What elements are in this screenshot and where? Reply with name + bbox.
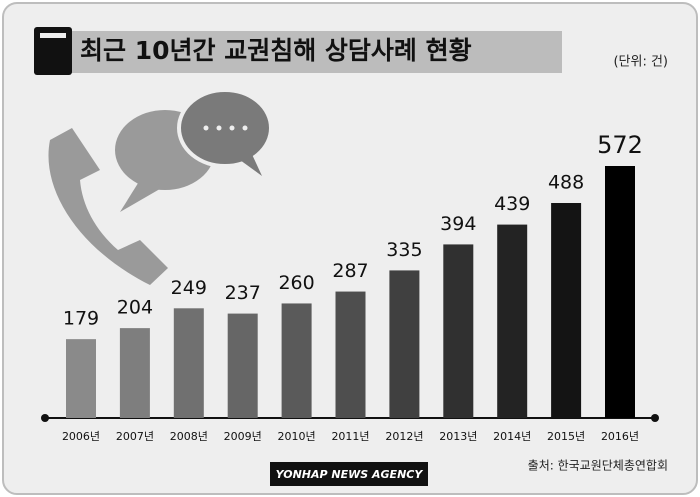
value-label: 260 xyxy=(278,272,314,294)
bar xyxy=(66,339,96,418)
credit-box xyxy=(270,462,428,486)
value-label: 287 xyxy=(332,260,368,282)
value-label: 237 xyxy=(225,282,261,304)
chart-title: 최근 10년간 교권침해 상담사례 현황 xyxy=(80,36,472,65)
book-icon xyxy=(34,27,72,75)
bar xyxy=(173,308,204,418)
x-tick-label: 2015년 xyxy=(547,430,585,443)
speech-bubble xyxy=(177,88,273,168)
value-label: 179 xyxy=(63,308,99,330)
value-label: 204 xyxy=(117,297,153,319)
illustration xyxy=(48,88,273,285)
x-tick-label: 2013년 xyxy=(439,430,477,443)
bar xyxy=(443,244,474,418)
bar xyxy=(227,313,258,418)
unit-label: (단위: 건) xyxy=(613,55,668,70)
value-label: 335 xyxy=(386,239,422,261)
phone-icon xyxy=(48,128,169,285)
value-label: 572 xyxy=(597,131,643,159)
bar xyxy=(389,270,420,418)
value-label: 249 xyxy=(171,277,207,299)
speech-bubble-tail xyxy=(240,150,262,176)
baseline-end xyxy=(651,414,659,422)
x-tick-label: 2007년 xyxy=(116,430,154,443)
x-tick-label: 2008년 xyxy=(170,430,208,443)
bubble-dots xyxy=(203,125,248,131)
value-label: 394 xyxy=(440,213,476,235)
x-tick-label: 2009년 xyxy=(224,430,262,443)
bar xyxy=(605,166,635,418)
speech-bubble-tail xyxy=(120,180,165,212)
source: 출처: 한국교원단체총연합회 xyxy=(528,459,668,473)
x-tick-label: 2011년 xyxy=(331,430,369,443)
baseline-end xyxy=(41,414,49,422)
bar xyxy=(119,328,150,418)
credit: YONHAP NEWS AGENCY xyxy=(276,468,424,481)
x-tick-label: 2012년 xyxy=(385,430,423,443)
x-tick-label: 2010년 xyxy=(278,430,316,443)
book-icon-line xyxy=(40,33,66,38)
bar xyxy=(497,224,528,418)
value-label: 488 xyxy=(548,172,584,194)
value-label: 439 xyxy=(494,193,530,215)
bar xyxy=(335,291,366,418)
x-tick-label: 2006년 xyxy=(62,430,100,443)
bar xyxy=(551,203,582,418)
x-tick-label: 2014년 xyxy=(493,430,531,443)
x-tick-label: 2016년 xyxy=(601,430,639,443)
title-box xyxy=(34,31,562,73)
bar xyxy=(281,303,312,418)
